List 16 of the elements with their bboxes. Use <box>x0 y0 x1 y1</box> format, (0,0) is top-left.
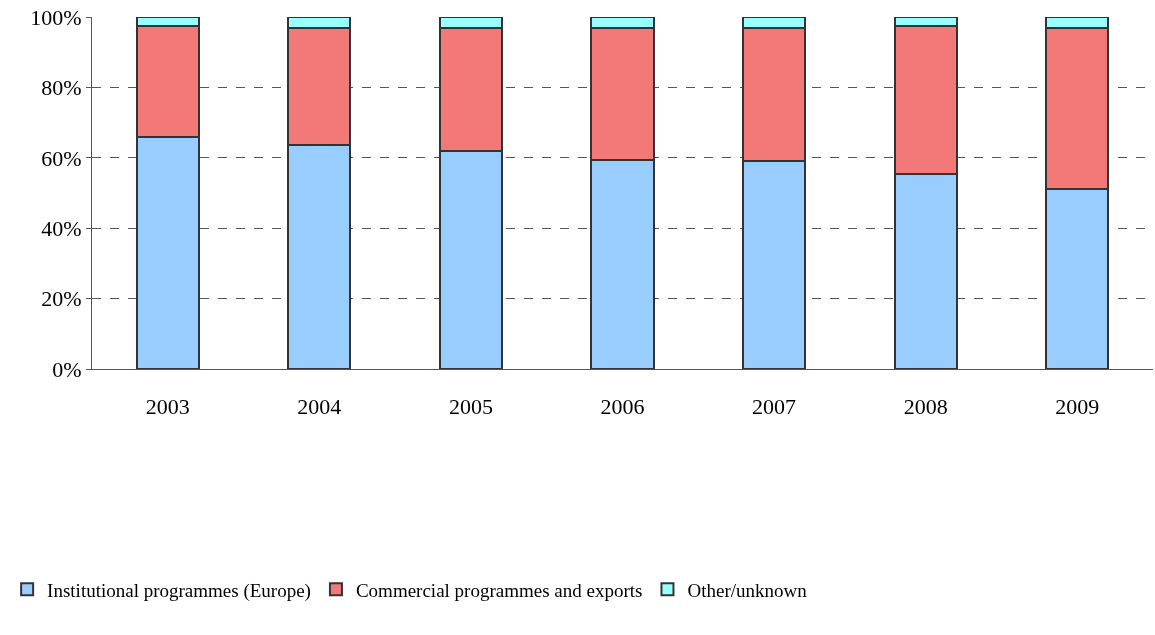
y-tick-label: 100% <box>30 4 82 30</box>
x-tick-label: 2005 <box>448 394 493 420</box>
y-tick-label: 20% <box>41 286 82 312</box>
y-tick-label: 80% <box>41 75 82 101</box>
y-tick-label: 0% <box>52 356 82 382</box>
legend-label: Other/unknown <box>687 579 808 601</box>
x-tick-label: 2003 <box>145 394 190 420</box>
x-tick-label: 2007 <box>752 394 797 420</box>
x-tick-label: 2004 <box>297 394 342 420</box>
y-tick-label: 40% <box>41 215 82 241</box>
x-tick-label: 2009 <box>1055 394 1100 420</box>
x-tick-label: 2008 <box>903 394 948 420</box>
x-tick-label: 2006 <box>600 394 645 420</box>
legend-label: Institutional programmes (Europe) <box>47 579 311 602</box>
y-tick-label: 60% <box>41 145 82 171</box>
legend-label: Commercial programmes and exports <box>355 579 643 601</box>
